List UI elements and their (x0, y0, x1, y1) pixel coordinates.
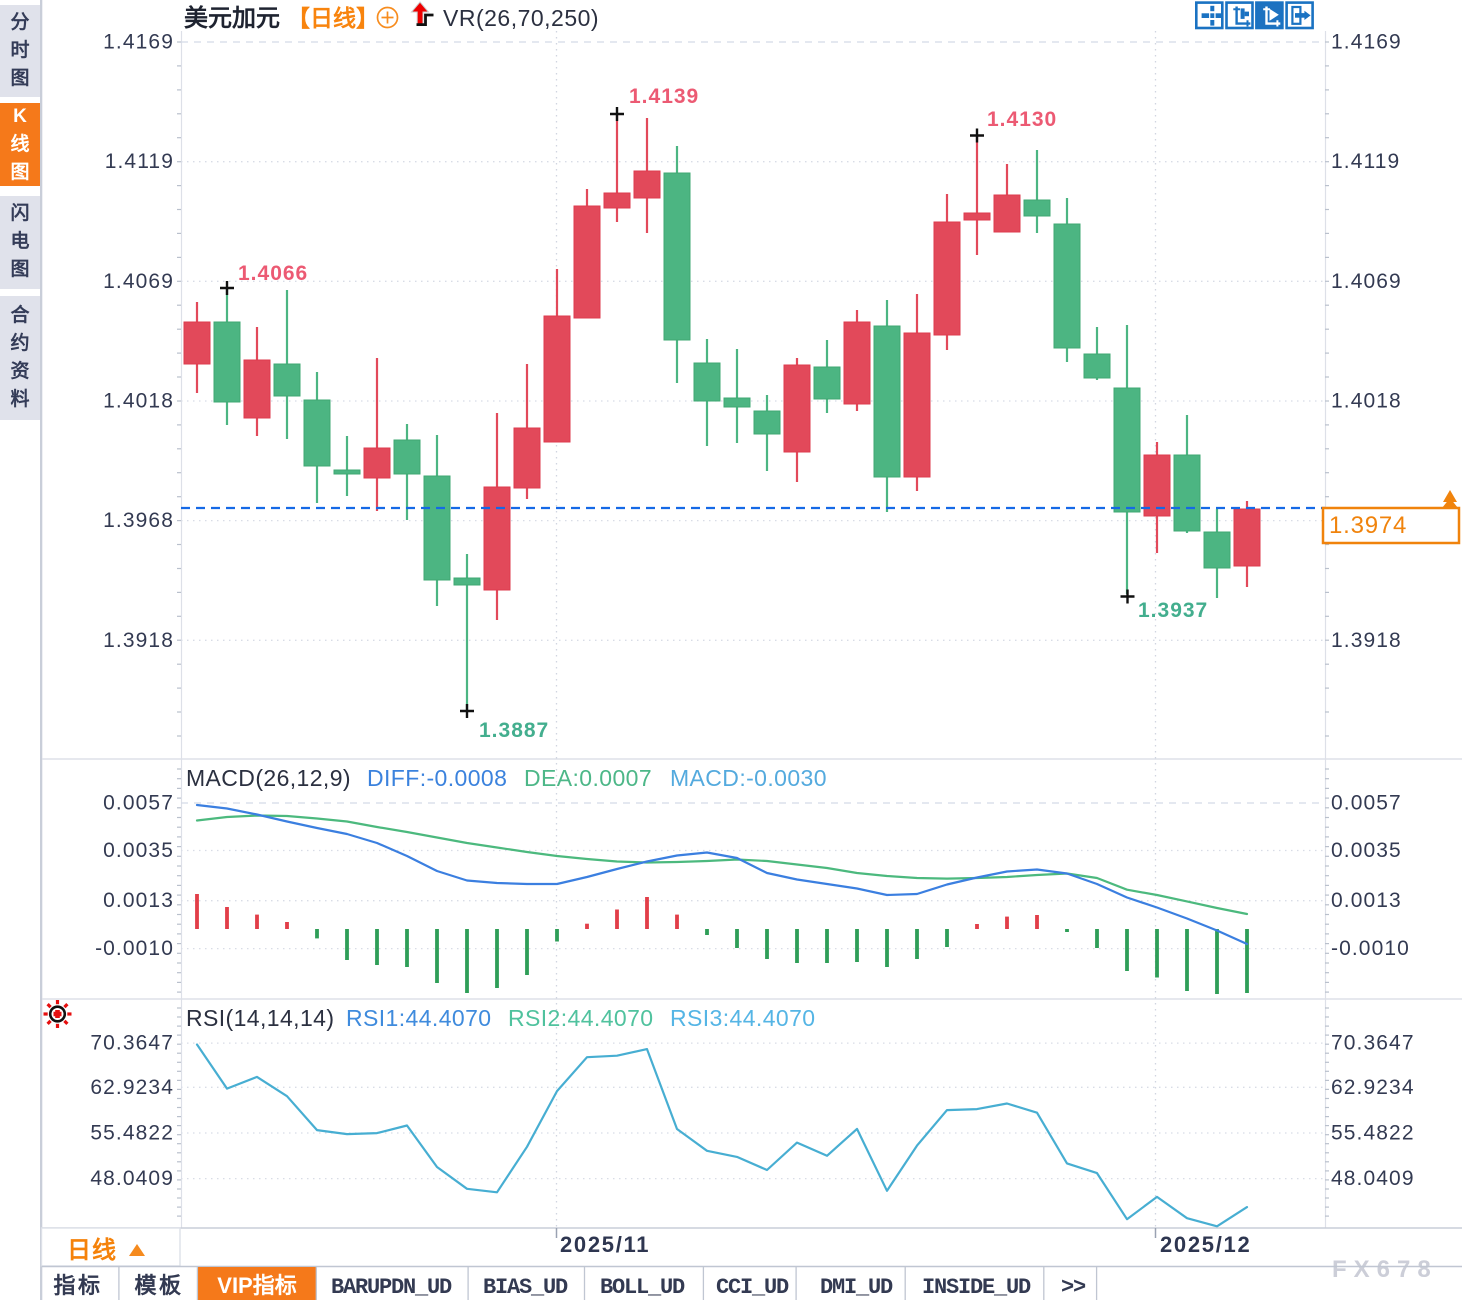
svg-text:RSI2:44.4070: RSI2:44.4070 (508, 1005, 653, 1031)
svg-text:RSI1:44.4070: RSI1:44.4070 (346, 1005, 491, 1031)
svg-text:BOLL_UD: BOLL_UD (600, 1275, 685, 1300)
svg-text:DEA:0.0007: DEA:0.0007 (524, 765, 652, 791)
svg-text:1.3968: 1.3968 (103, 509, 174, 532)
svg-text:1.4069: 1.4069 (103, 270, 174, 293)
svg-text:48.0409: 48.0409 (1331, 1167, 1415, 1190)
svg-text:1.4069: 1.4069 (1331, 270, 1402, 293)
svg-text:0.0035: 0.0035 (1331, 839, 1402, 862)
svg-text:DIFF:-0.0008: DIFF:-0.0008 (367, 765, 507, 791)
svg-text:0.0057: 0.0057 (1331, 792, 1402, 815)
svg-text:日线: 日线 (67, 1237, 117, 1264)
svg-text:RSI3:44.4070: RSI3:44.4070 (670, 1005, 815, 1031)
svg-text:62.9234: 62.9234 (1331, 1076, 1415, 1099)
svg-text:55.4822: 55.4822 (90, 1122, 174, 1145)
svg-text:0.0013: 0.0013 (1331, 889, 1402, 912)
svg-text:1.4169: 1.4169 (1331, 31, 1402, 54)
svg-text:CCI_UD: CCI_UD (716, 1275, 789, 1300)
svg-text:INSIDE_UD: INSIDE_UD (922, 1275, 1031, 1300)
svg-text:1.3918: 1.3918 (1331, 629, 1402, 652)
svg-text:RSI(14,14,14): RSI(14,14,14) (186, 1005, 334, 1031)
svg-text:1.4119: 1.4119 (1331, 150, 1400, 173)
svg-text:1.3918: 1.3918 (103, 629, 174, 652)
svg-text:70.3647: 70.3647 (1331, 1032, 1415, 1055)
svg-text:2025/11: 2025/11 (560, 1232, 650, 1257)
svg-text:FX678: FX678 (1332, 1256, 1438, 1283)
svg-text:2025/12: 2025/12 (1160, 1232, 1251, 1257)
svg-text:1.4018: 1.4018 (103, 390, 174, 413)
svg-text:0.0035: 0.0035 (103, 839, 174, 862)
svg-text:1.4018: 1.4018 (1331, 390, 1402, 413)
svg-text:1.3974: 1.3974 (1329, 512, 1407, 539)
svg-text:MACD:-0.0030: MACD:-0.0030 (670, 765, 827, 791)
svg-text:MACD(26,12,9): MACD(26,12,9) (186, 765, 351, 791)
svg-text:1.4169: 1.4169 (103, 31, 174, 54)
svg-text:1.4139: 1.4139 (629, 85, 699, 108)
svg-text:1.4066: 1.4066 (238, 262, 308, 285)
svg-text:1.3887: 1.3887 (479, 719, 549, 742)
svg-text:美元加元: 美元加元 (184, 4, 280, 32)
svg-text:-0.0010: -0.0010 (1331, 937, 1410, 960)
svg-text:48.0409: 48.0409 (90, 1167, 174, 1190)
svg-text:55.4822: 55.4822 (1331, 1122, 1415, 1145)
svg-text:62.9234: 62.9234 (90, 1076, 174, 1099)
svg-text:【日线】: 【日线】 (287, 5, 379, 31)
svg-text:0.0013: 0.0013 (103, 889, 174, 912)
svg-text:-0.0010: -0.0010 (95, 937, 174, 960)
svg-text:VR(26,70,250): VR(26,70,250) (443, 5, 599, 31)
svg-text:0.0057: 0.0057 (103, 792, 174, 815)
svg-text:1.3937: 1.3937 (1138, 599, 1208, 622)
svg-text:模板: 模板 (134, 1273, 183, 1298)
svg-text:1.4119: 1.4119 (105, 150, 174, 173)
svg-text:VIP指标: VIP指标 (217, 1273, 296, 1298)
svg-text:>>: >> (1061, 1275, 1086, 1300)
svg-text:指标: 指标 (53, 1273, 102, 1298)
svg-text:DMI_UD: DMI_UD (820, 1275, 893, 1300)
svg-text:70.3647: 70.3647 (90, 1032, 174, 1055)
svg-text:1.4130: 1.4130 (987, 108, 1057, 131)
svg-text:BIAS_UD: BIAS_UD (483, 1275, 568, 1300)
svg-text:BARUPDN_UD: BARUPDN_UD (331, 1275, 452, 1300)
